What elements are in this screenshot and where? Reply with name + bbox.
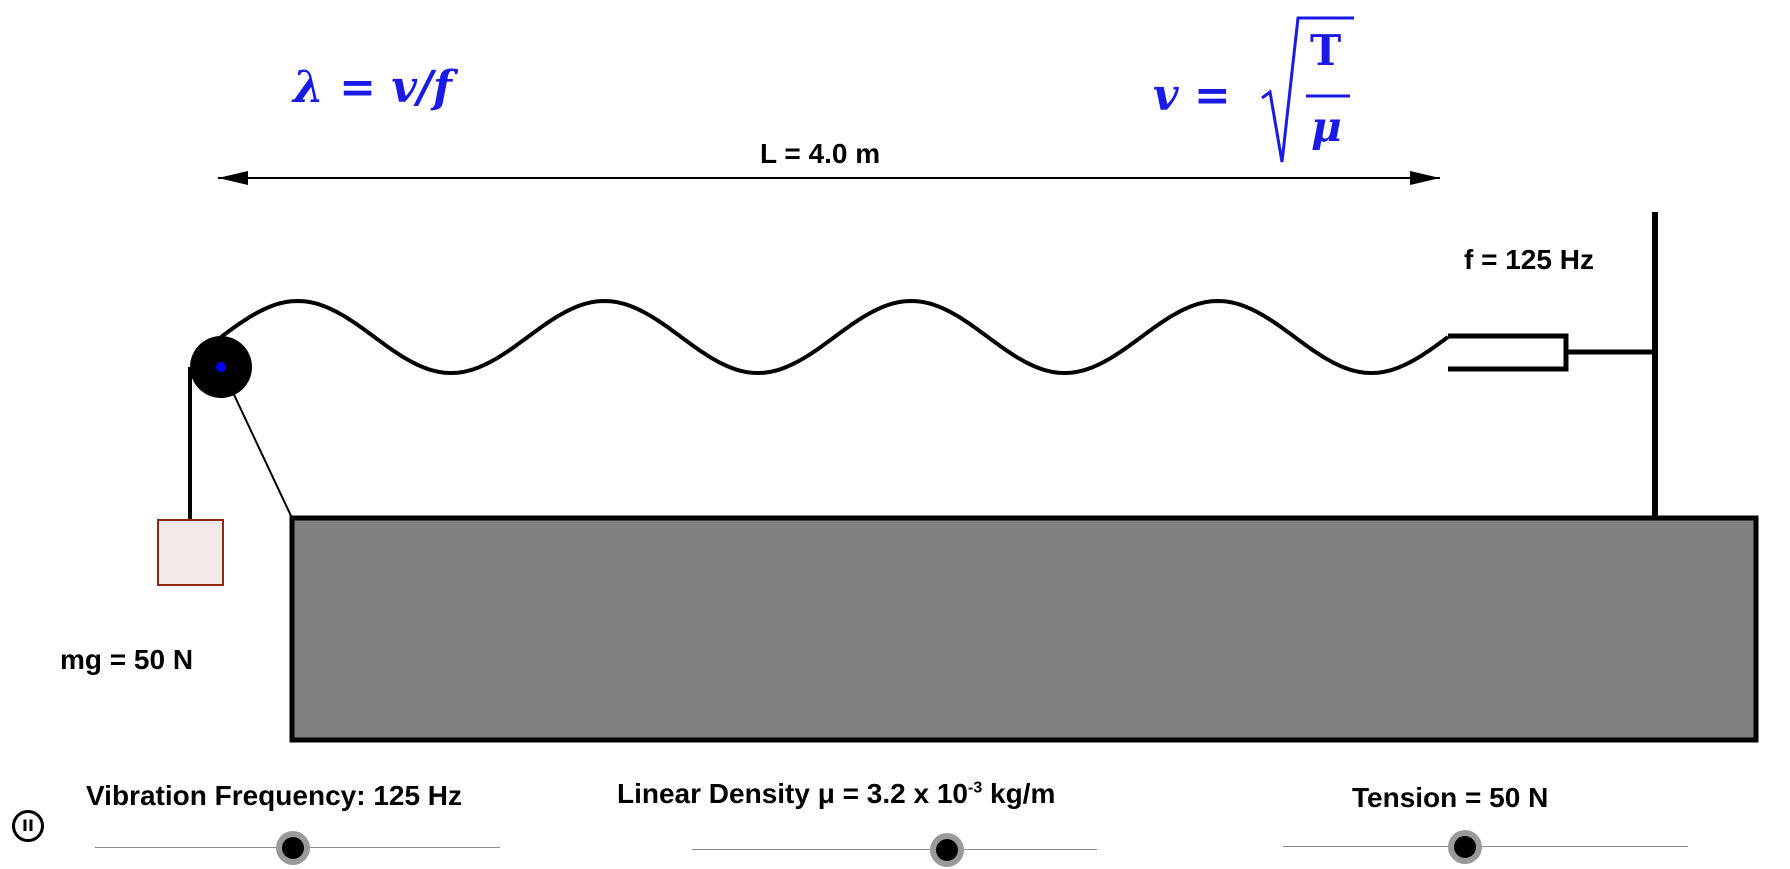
density-label-main: Linear Density μ = 3.2 x 10 <box>617 778 968 809</box>
length-dimension-arrow <box>218 171 1440 185</box>
density-slider-label: Linear Density μ = 3.2 x 10-3 kg/m <box>617 778 1055 810</box>
pause-button[interactable]: II <box>12 810 44 842</box>
velocity-formula-denominator: μ <box>1311 102 1342 151</box>
tension-slider-label: Tension = 50 N <box>1352 782 1549 813</box>
tension-slider-thumb[interactable] <box>1448 830 1483 864</box>
density-slider-thumb[interactable] <box>930 833 965 867</box>
frequency-slider-label: Vibration Frequency: 125 Hz <box>86 780 463 811</box>
density-label-unit: kg/m <box>982 778 1056 809</box>
frequency-slider[interactable] <box>95 827 500 867</box>
weight-label: mg = 50 N <box>60 644 194 675</box>
density-label-exponent: -3 <box>967 779 983 797</box>
vibrating-string <box>219 298 1450 376</box>
pause-icon: II <box>22 816 34 835</box>
density-slider[interactable] <box>692 829 1097 869</box>
frequency-label: f = 125 Hz <box>1464 244 1594 275</box>
sqrt-radical <box>1261 16 1354 163</box>
velocity-formula-lhs: v = <box>1153 70 1231 121</box>
length-label: L = 4.0 m <box>760 138 881 169</box>
vibrator-clamp <box>1448 333 1569 372</box>
pulley-axle <box>216 362 226 372</box>
wavelength-formula: λ = v/f <box>293 62 452 113</box>
table-bench <box>289 515 1759 743</box>
hanging-mass <box>157 519 224 586</box>
velocity-formula-numerator: T <box>1310 26 1342 75</box>
density-slider-track[interactable] <box>692 849 1097 850</box>
frequency-slider-thumb[interactable] <box>276 831 311 865</box>
tension-slider-track[interactable] <box>1283 846 1688 847</box>
tension-slider[interactable] <box>1283 826 1688 866</box>
